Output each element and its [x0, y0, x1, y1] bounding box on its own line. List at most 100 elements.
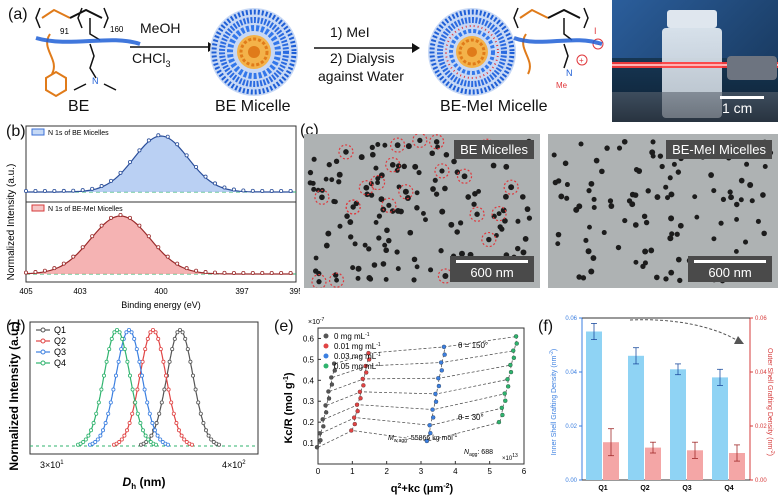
dls-point	[98, 433, 103, 438]
micelle-particle	[760, 192, 766, 198]
micelle-particle	[654, 274, 660, 281]
xps-data-point	[33, 188, 38, 193]
dls-point	[149, 433, 154, 438]
dls-point	[177, 327, 182, 332]
dls-point	[143, 433, 148, 438]
micelle-particle	[677, 222, 684, 229]
dls-point	[163, 373, 168, 378]
micelle-particle	[490, 162, 497, 169]
micelle-particle	[633, 259, 639, 265]
dls-point	[174, 421, 179, 426]
micelle-particle	[711, 236, 717, 242]
zimm-y-multiplier: ×10-7	[308, 317, 325, 326]
dls-point	[112, 330, 117, 335]
xps-data-point	[250, 270, 255, 275]
micelle-particle	[384, 227, 390, 234]
zimm-y-tick-label: 0.3	[303, 397, 315, 406]
dls-point	[91, 421, 96, 426]
micelle-particle	[520, 194, 526, 200]
micelle-particle	[394, 142, 401, 149]
zimm-angle-line	[335, 336, 518, 364]
dls-point	[162, 387, 167, 392]
aggregate-marker	[358, 180, 374, 196]
zimm-point	[320, 417, 325, 422]
dls-point	[101, 428, 106, 433]
right-tick-label: 0.02	[755, 424, 767, 430]
dls-point	[180, 330, 185, 335]
zimm-legend-marker	[323, 343, 329, 349]
zimm-point	[496, 420, 502, 425]
micelle-particle	[378, 196, 385, 203]
aggregate-marker	[311, 274, 327, 288]
micelle-particle	[616, 145, 623, 151]
dls-point	[93, 440, 98, 445]
zimm-point	[317, 431, 322, 436]
em-right-title: BE-MeI Micelles	[666, 140, 772, 159]
dls-point	[86, 433, 91, 438]
micelle-particle	[358, 154, 365, 161]
xps-data-point	[99, 184, 104, 189]
micelle-particle	[307, 169, 314, 176]
xps-data-point	[90, 186, 95, 191]
micelle-particle	[738, 177, 745, 184]
dls-point	[109, 336, 114, 341]
micelle-particle	[382, 242, 388, 248]
micelle-particle	[585, 248, 592, 255]
micelle-particle	[642, 248, 649, 255]
grafting-left-label: Inner Shell Grafting Density (nm-2)	[549, 349, 558, 455]
micelle-particle	[458, 250, 465, 257]
micelle-particle	[657, 153, 664, 159]
dls-point	[209, 437, 214, 442]
aggregate-marker	[385, 157, 401, 173]
micelle-particle	[727, 189, 733, 195]
xps-data-point	[156, 133, 161, 138]
panel-e-label: (e)	[274, 318, 294, 335]
be-micelle-label: BE Micelle	[215, 98, 291, 115]
dls-point	[140, 359, 145, 364]
dls-point	[158, 347, 163, 352]
dls-point	[145, 336, 150, 341]
dls-point	[182, 437, 187, 442]
micelle-particle	[503, 163, 510, 170]
zimm-point	[326, 389, 331, 394]
micelle-particle	[443, 152, 450, 158]
micelle-particle	[587, 224, 592, 230]
bar-outer-q3	[687, 450, 703, 480]
zimm-x-tick-label: 1	[350, 467, 355, 476]
zimm-point	[511, 348, 516, 353]
zimm-y-tick-label: 0.1	[303, 439, 315, 448]
be-mei-micelle-graphic	[428, 8, 516, 96]
micelle-particle	[508, 184, 515, 191]
micelle-particle	[555, 241, 561, 247]
zimm-point	[505, 377, 510, 382]
zimm-angle-line	[326, 378, 509, 406]
micelle-particle	[343, 149, 349, 155]
xps-y-label: Normalized Intensity (a.u.)	[6, 164, 17, 281]
svg-text:I: I	[594, 26, 597, 36]
zimm-legend-marker	[323, 353, 329, 359]
micelle-particle	[376, 213, 383, 219]
svg-text:+: +	[579, 56, 584, 65]
vial-photo: 1 cm	[612, 0, 778, 122]
zimm-point	[363, 363, 368, 369]
step1-arrow	[130, 42, 216, 52]
dls-point	[143, 347, 148, 352]
zimm-point	[430, 407, 435, 412]
be-mei-micelle-label: BE-MeI Micelle	[440, 98, 548, 115]
xps-data-point	[184, 153, 189, 158]
micelle-particle	[486, 236, 492, 243]
dls-point	[132, 336, 137, 341]
xps-data-point	[241, 270, 246, 275]
micelle-particle	[583, 237, 589, 243]
zimm-y-tick-label: 0.5	[303, 355, 315, 364]
micelle-particle	[496, 211, 502, 217]
xps-data-point	[269, 270, 274, 275]
micelle-particle	[580, 275, 587, 281]
dls-point	[147, 411, 152, 416]
micelle-particle	[474, 211, 480, 217]
xps-data-point	[175, 142, 180, 147]
zimm-point	[349, 428, 354, 433]
micelle-particle	[608, 203, 615, 209]
micelle-particle	[502, 217, 508, 224]
micelle-particle	[650, 153, 656, 159]
